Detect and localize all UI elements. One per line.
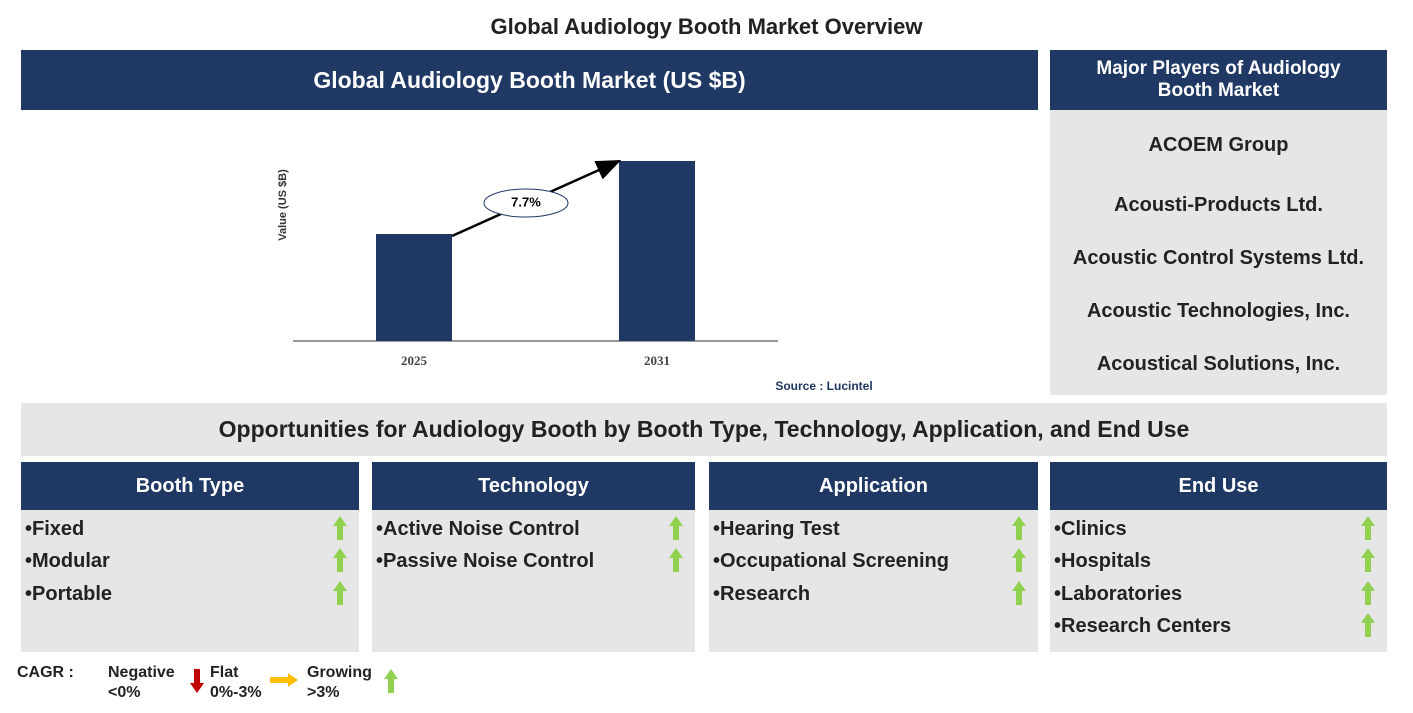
trend-arrow bbox=[270, 673, 298, 687]
trend-arrow bbox=[333, 581, 347, 605]
annotation: 7.7% bbox=[511, 194, 541, 209]
players-panel: ACOEM Group Acousti-Products Ltd. Acoustic… bbox=[1050, 110, 1387, 395]
bar bbox=[376, 234, 452, 341]
trend-arrow bbox=[1361, 613, 1375, 637]
column-item: Active Noise Control bbox=[376, 518, 580, 541]
trend-arrow bbox=[1361, 548, 1375, 572]
players-title: Major Players of Audiology Booth Market bbox=[1050, 50, 1387, 110]
chart-title: Global Audiology Booth Market (US $B) bbox=[21, 50, 1038, 110]
column-title: Booth Type bbox=[21, 462, 359, 510]
arrow-shape bbox=[333, 581, 347, 605]
column-item: Passive Noise Control bbox=[376, 550, 594, 573]
bar bbox=[619, 161, 695, 341]
arrow-shape bbox=[270, 673, 298, 687]
trend-arrow bbox=[1012, 548, 1026, 572]
column-item: Portable bbox=[25, 583, 112, 606]
trend-arrow bbox=[190, 669, 204, 693]
arrow-shape bbox=[669, 516, 683, 540]
x-tick-label: 2025 bbox=[401, 353, 428, 368]
column-title: End Use bbox=[1050, 462, 1387, 510]
arrow-shape bbox=[1012, 548, 1026, 572]
column-item: Research Centers bbox=[1054, 615, 1231, 638]
player-name: Acousti-Products Ltd. bbox=[1114, 194, 1323, 216]
trend-arrow bbox=[1361, 516, 1375, 540]
chart: Value (US $B) Source : Lucintel 2025 2031… bbox=[277, 159, 873, 393]
player-name: Acoustic Technologies, Inc. bbox=[1086, 300, 1350, 322]
legend-name: Negative bbox=[108, 664, 175, 681]
trend-arrow bbox=[669, 516, 683, 540]
y-axis-label: Value (US $B) bbox=[277, 169, 289, 241]
column-body: Fixed Modular Portable bbox=[21, 510, 359, 652]
column-title: Application bbox=[709, 462, 1038, 510]
legend-range: 0%-3% bbox=[210, 684, 262, 701]
legend-label: CAGR : bbox=[17, 664, 74, 681]
player-name: ACOEM Group bbox=[1148, 134, 1289, 156]
x-tick-label: 2031 bbox=[644, 353, 670, 368]
trend-arrow bbox=[669, 548, 683, 572]
arrow-shape bbox=[1012, 581, 1026, 605]
arrow-shape bbox=[333, 548, 347, 572]
legend-range: <0% bbox=[108, 684, 141, 701]
annotation-bubble bbox=[483, 188, 569, 218]
source: Source : Lucintel bbox=[775, 379, 872, 393]
trend-arrow bbox=[384, 669, 398, 693]
arrow-shape bbox=[384, 669, 398, 693]
trend-arrow bbox=[333, 516, 347, 540]
column-item: Clinics bbox=[1054, 518, 1127, 541]
arrow-shape bbox=[1361, 548, 1375, 572]
bars: 2025 2031 7.7% bbox=[376, 159, 695, 368]
arrow-shape bbox=[1361, 516, 1375, 540]
opportunities-title: Opportunities for Audiology Booth by Boo… bbox=[21, 403, 1387, 456]
arrow-shape bbox=[1012, 516, 1026, 540]
arrow-shape bbox=[1361, 581, 1375, 605]
column-body: Clinics Hospitals Laboratories Research Cen… bbox=[1050, 510, 1387, 652]
column-title: Technology bbox=[372, 462, 695, 510]
arrow-shape bbox=[333, 516, 347, 540]
column-item: Hospitals bbox=[1054, 550, 1151, 573]
arrow-shape bbox=[669, 548, 683, 572]
trend-arrow bbox=[1012, 581, 1026, 605]
column-item: Research bbox=[713, 583, 810, 606]
player-name: Acoustical Solutions, Inc. bbox=[1096, 353, 1341, 375]
trend-arrow bbox=[1012, 516, 1026, 540]
trend-arrow bbox=[333, 548, 347, 572]
column-body: Hearing Test Occupational Screening Resear… bbox=[709, 510, 1038, 652]
trend-arrow bbox=[1361, 581, 1375, 605]
column-item: Hearing Test bbox=[713, 518, 840, 541]
legend-name: Flat bbox=[210, 664, 239, 681]
column-item: Occupational Screening bbox=[713, 550, 949, 573]
column-item: Laboratories bbox=[1054, 583, 1182, 606]
arrow-shape bbox=[190, 669, 204, 693]
column-body: Active Noise Control Passive Noise Contro… bbox=[372, 510, 695, 652]
column-item: Modular bbox=[25, 550, 110, 573]
player-name: Acoustic Control Systems Ltd. bbox=[1072, 247, 1365, 269]
legend-name: Growing bbox=[307, 664, 372, 681]
page-title: Global Audiology Booth Market Overview bbox=[490, 14, 923, 39]
legend-range: >3% bbox=[307, 684, 340, 701]
column-item: Fixed bbox=[25, 518, 84, 541]
arrow-shape bbox=[1361, 613, 1375, 637]
